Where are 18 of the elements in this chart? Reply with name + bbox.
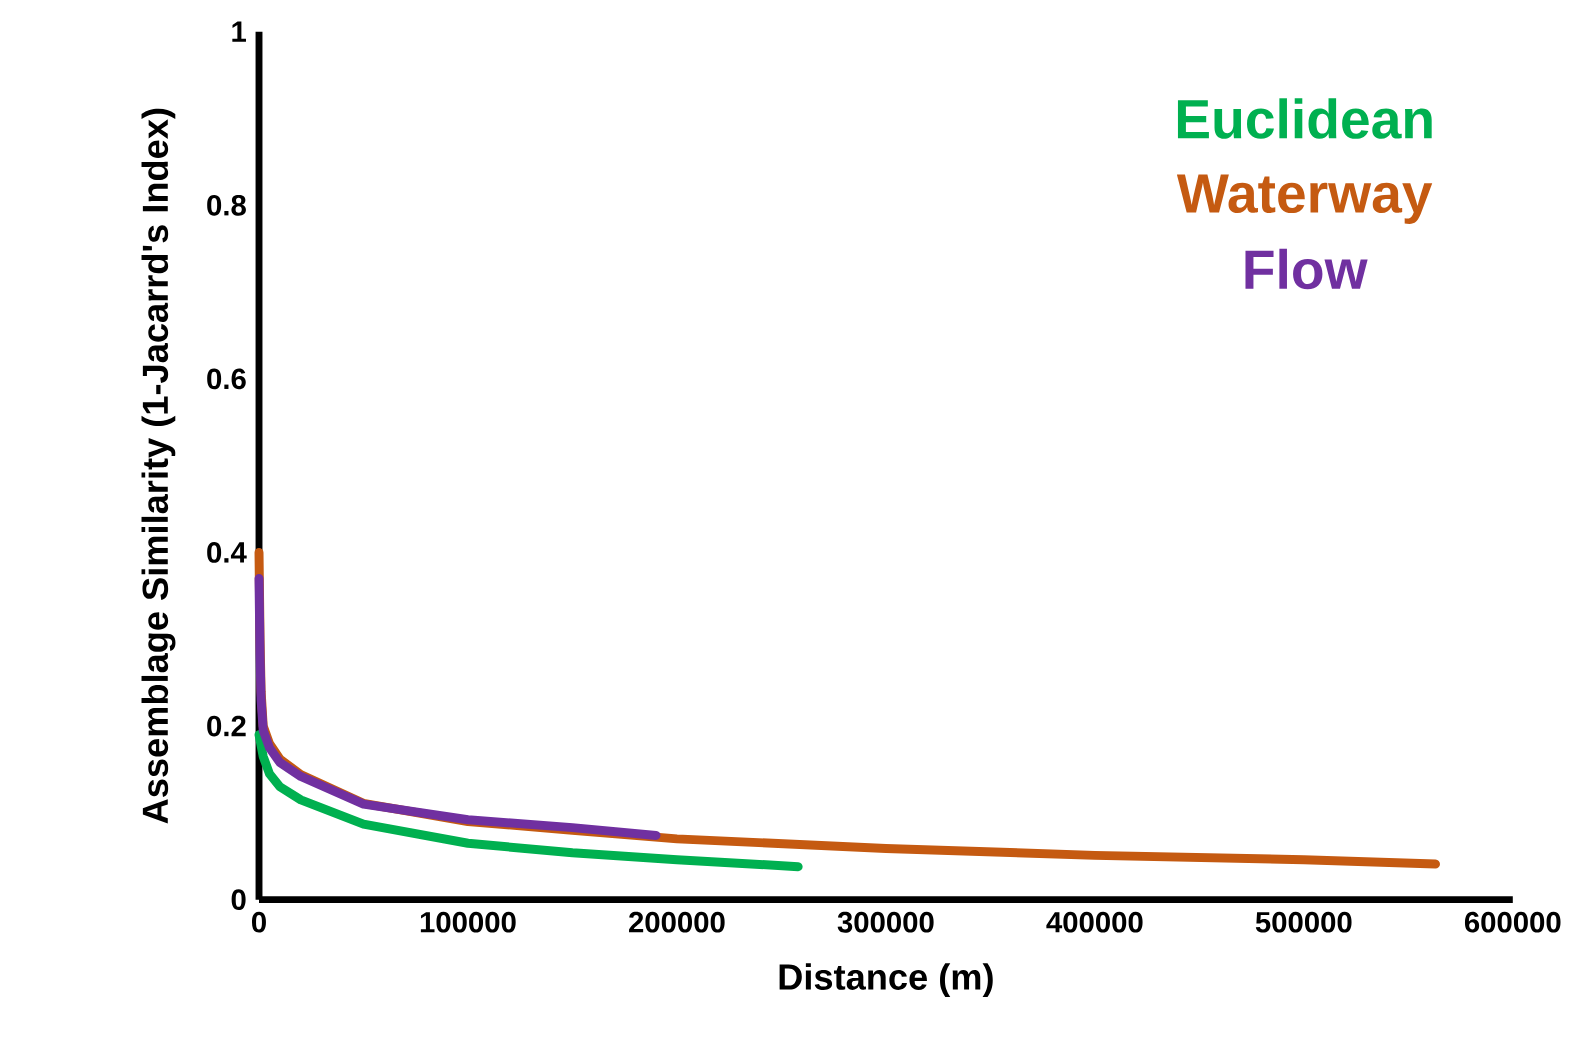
- x-tick-label: 100000: [420, 912, 516, 933]
- y-tick-label: 0.4: [207, 542, 247, 564]
- y-tick-label: 0: [231, 889, 246, 911]
- x-axis-title: Distance (m): [779, 963, 993, 998]
- x-tick-label: 400000: [1046, 912, 1143, 933]
- y-axis-title: Assemblage Similarity (1-Jacarrd's Index): [141, 109, 176, 824]
- y-tick-label: 1: [232, 21, 246, 43]
- y-tick-label: 0.8: [207, 195, 246, 216]
- x-tick-label: 300000: [837, 912, 934, 933]
- x-tick-label: 600000: [1464, 912, 1561, 933]
- text: Flow: [1245, 248, 1368, 290]
- y-tick-label: 0.6: [207, 368, 246, 390]
- x-tick-label: 200000: [629, 912, 725, 933]
- text: Waterway: [1176, 174, 1433, 225]
- x-tick-label: 500000: [1255, 912, 1352, 933]
- y-tick-label: 0.2: [207, 715, 246, 737]
- text: Euclidean: [1177, 98, 1432, 140]
- x-tick-label: 0: [251, 912, 266, 933]
